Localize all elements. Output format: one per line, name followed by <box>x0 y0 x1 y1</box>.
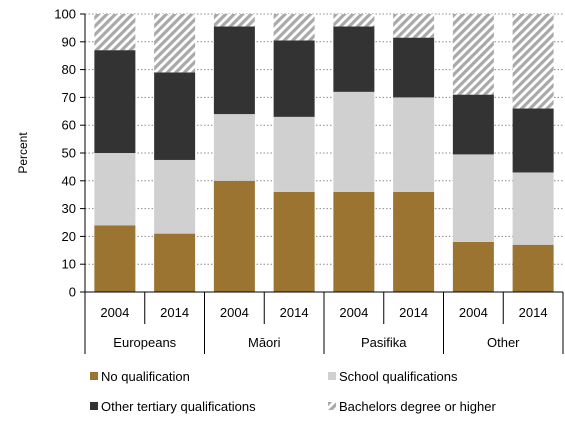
bar-segment-school-qualifications <box>94 153 136 226</box>
bar-segment-school-qualifications <box>333 91 375 192</box>
x-tick-label: 2014 <box>160 305 189 320</box>
legend-label: Other tertiary qualifications <box>101 399 256 414</box>
bar-segment-bachelors-degree-or-higher <box>213 14 255 27</box>
y-tick-label: 90 <box>62 34 76 49</box>
legend-swatch <box>90 402 98 410</box>
legend-label: School qualifications <box>339 369 458 384</box>
bar-segment-school-qualifications <box>213 114 255 181</box>
bar-segment-no-qualification <box>94 225 136 292</box>
bar-segment-no-qualification <box>213 180 255 292</box>
bar-segment-bachelors-degree-or-higher <box>94 14 136 51</box>
bar-segment-no-qualification <box>512 244 554 292</box>
group-label: Other <box>487 335 520 350</box>
bar-segment-other-tertiary-qualifications <box>273 40 315 117</box>
legend-swatch <box>328 372 336 380</box>
y-tick-label: 100 <box>54 7 76 22</box>
x-tick-label: 2004 <box>339 305 368 320</box>
legend-label: No qualification <box>101 369 190 384</box>
bar-segment-school-qualifications <box>154 159 196 234</box>
bar-segment-bachelors-degree-or-higher <box>512 14 554 109</box>
y-tick-label: 60 <box>62 118 76 133</box>
bar-segment-school-qualifications <box>273 116 315 192</box>
bar-segment-no-qualification <box>393 191 435 292</box>
bar-segment-no-qualification <box>154 233 196 292</box>
bar-segment-bachelors-degree-or-higher <box>393 14 435 38</box>
y-tick-label: 0 <box>69 285 76 300</box>
bar-segment-bachelors-degree-or-higher <box>154 14 196 73</box>
bar-segment-no-qualification <box>452 241 494 292</box>
y-tick-label: 50 <box>62 146 76 161</box>
bar-segment-bachelors-degree-or-higher <box>452 14 494 95</box>
bar-segment-bachelors-degree-or-higher <box>273 14 315 41</box>
bar-segment-other-tertiary-qualifications <box>512 108 554 173</box>
x-tick-label: 2014 <box>280 305 309 320</box>
y-tick-label: 40 <box>62 173 76 188</box>
y-tick-label: 30 <box>62 201 76 216</box>
x-tick-label: 2004 <box>220 305 249 320</box>
x-tick-label: 2014 <box>519 305 548 320</box>
bar-segment-school-qualifications <box>452 154 494 242</box>
bar-segment-other-tertiary-qualifications <box>154 72 196 160</box>
group-label: Europeans <box>113 335 176 350</box>
bar-segment-other-tertiary-qualifications <box>452 94 494 155</box>
legend-swatch <box>328 402 336 410</box>
x-tick-label: 2004 <box>100 305 129 320</box>
bar-segment-other-tertiary-qualifications <box>333 26 375 92</box>
bar-segment-other-tertiary-qualifications <box>393 37 435 98</box>
y-axis-label: Percent <box>16 132 30 174</box>
y-tick-label: 80 <box>62 62 76 77</box>
y-tick-label: 20 <box>62 229 76 244</box>
y-tick-label: 10 <box>62 257 76 272</box>
bar-segment-other-tertiary-qualifications <box>213 26 255 115</box>
group-label: Māori <box>248 335 281 350</box>
x-tick-label: 2014 <box>399 305 428 320</box>
bar-segment-school-qualifications <box>393 97 435 192</box>
bar-segment-bachelors-degree-or-higher <box>333 14 375 27</box>
y-tick-label: 70 <box>62 90 76 105</box>
bar-segment-no-qualification <box>333 191 375 292</box>
legend-label: Bachelors degree or higher <box>339 399 496 414</box>
x-tick-label: 2004 <box>459 305 488 320</box>
bar-segment-other-tertiary-qualifications <box>94 50 136 153</box>
bar-segment-school-qualifications <box>512 172 554 245</box>
legend-swatch <box>90 372 98 380</box>
group-label: Pasifika <box>361 335 407 350</box>
bar-segment-no-qualification <box>273 191 315 292</box>
